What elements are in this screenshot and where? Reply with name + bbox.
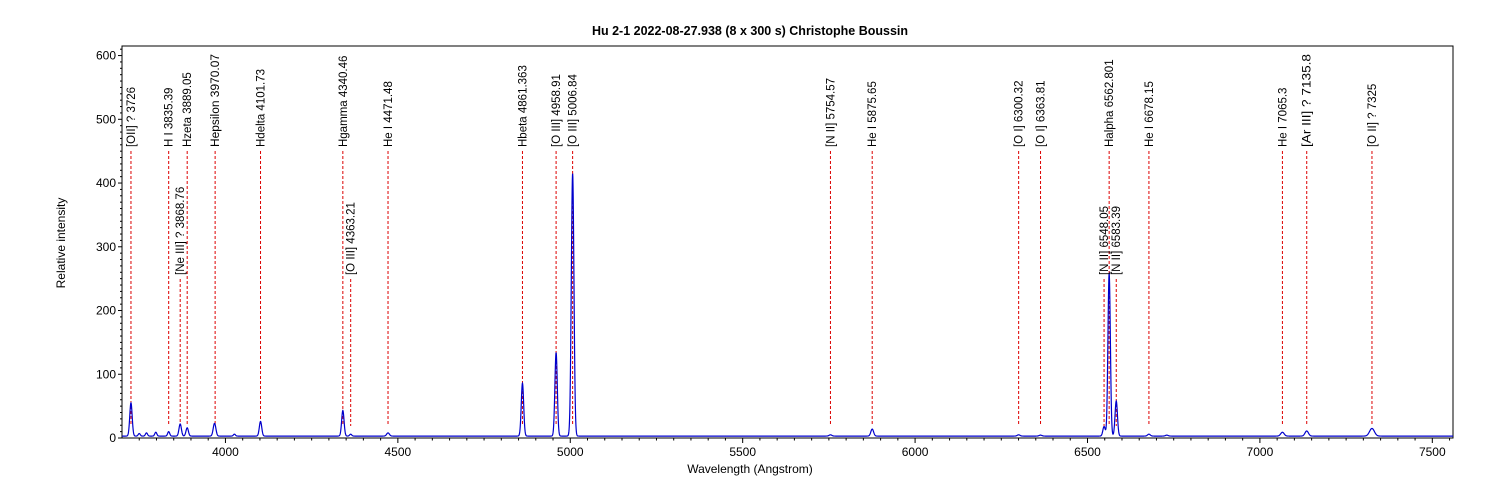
annotation-lines <box>130 151 1373 426</box>
annotation-label: [O III] 4958.91 <box>551 74 563 147</box>
annotation-label: [O II] ? 7325 <box>1367 84 1379 147</box>
annotation-label: He I 4471.48 <box>383 81 395 147</box>
annotation-label: Hzeta 3889.05 <box>182 72 194 147</box>
x-axis-label: Wavelength (Angstrom) <box>687 462 813 476</box>
x-tick-label: 4500 <box>385 445 412 459</box>
annotation-label: Halpha 6562.801 <box>1104 59 1116 147</box>
plot-frame <box>121 45 1454 439</box>
annotation-label: [O III] 5006.84 <box>568 74 580 147</box>
spectrum-series <box>122 173 1453 437</box>
annotation-label: He I 5875.65 <box>867 81 879 147</box>
annotation-label: Hdelta 4101.73 <box>256 69 268 147</box>
x-tick-label: 7500 <box>1419 445 1446 459</box>
y-tick-label: 400 <box>96 176 116 190</box>
annotation-label: [O III] 4363.21 <box>346 202 358 275</box>
chart-title: Hu 2-1 2022-08-27.938 (8 x 300 s) Christ… <box>591 24 909 38</box>
annotation-label: Hgamma 4340.46 <box>338 56 350 147</box>
annotation-label: [N II] 5754.57 <box>825 78 837 147</box>
annotation-label: H I 3835.39 <box>164 88 176 147</box>
x-tick-label: 7000 <box>1247 445 1274 459</box>
x-axis: 4000 4500 5000 5500 6000 6500 7000 7500 <box>138 438 1451 459</box>
annotation-label: [O I] 6363.81 <box>1036 81 1048 148</box>
annotation-label: [N II] 6583.39 <box>1111 206 1123 275</box>
y-tick-label: 300 <box>96 240 116 254</box>
annotation-label: He I 7065.3 <box>1277 88 1289 147</box>
x-tick-label: 5000 <box>557 445 584 459</box>
spectrum-line <box>122 173 1453 437</box>
annotation-labels: [OII] ? 3726 H I 3835.39 [Ne III] ? 3868.7… <box>126 54 1379 275</box>
annotation-label: [O I] 6300.32 <box>1014 80 1026 147</box>
x-tick-label: 4000 <box>212 445 239 459</box>
annotation-label: [Ne III] ? 3868.76 <box>175 187 187 275</box>
annotation-label: [OII] ? 3726 <box>126 87 138 147</box>
annotation-label: Hepsilon 3970.07 <box>210 54 222 147</box>
x-tick-label: 5500 <box>729 445 756 459</box>
y-axis: 0 100 200 300 400 500 600 <box>96 49 122 445</box>
y-tick-label: 0 <box>109 431 116 445</box>
annotation-label: He I 6678.15 <box>1144 81 1156 147</box>
x-tick-label: 6000 <box>902 445 929 459</box>
annotation-label: Hbeta 4861.363 <box>517 65 529 147</box>
y-tick-label: 500 <box>96 112 116 126</box>
y-tick-label: 600 <box>96 49 116 63</box>
x-tick-label: 6500 <box>1074 445 1101 459</box>
y-tick-label: 200 <box>96 304 116 318</box>
y-tick-label: 100 <box>96 367 116 381</box>
annotation-label: [N II] 6548.05 <box>1099 206 1111 275</box>
annotation-label: [Ar III] ? 7135.8 <box>1302 54 1314 147</box>
